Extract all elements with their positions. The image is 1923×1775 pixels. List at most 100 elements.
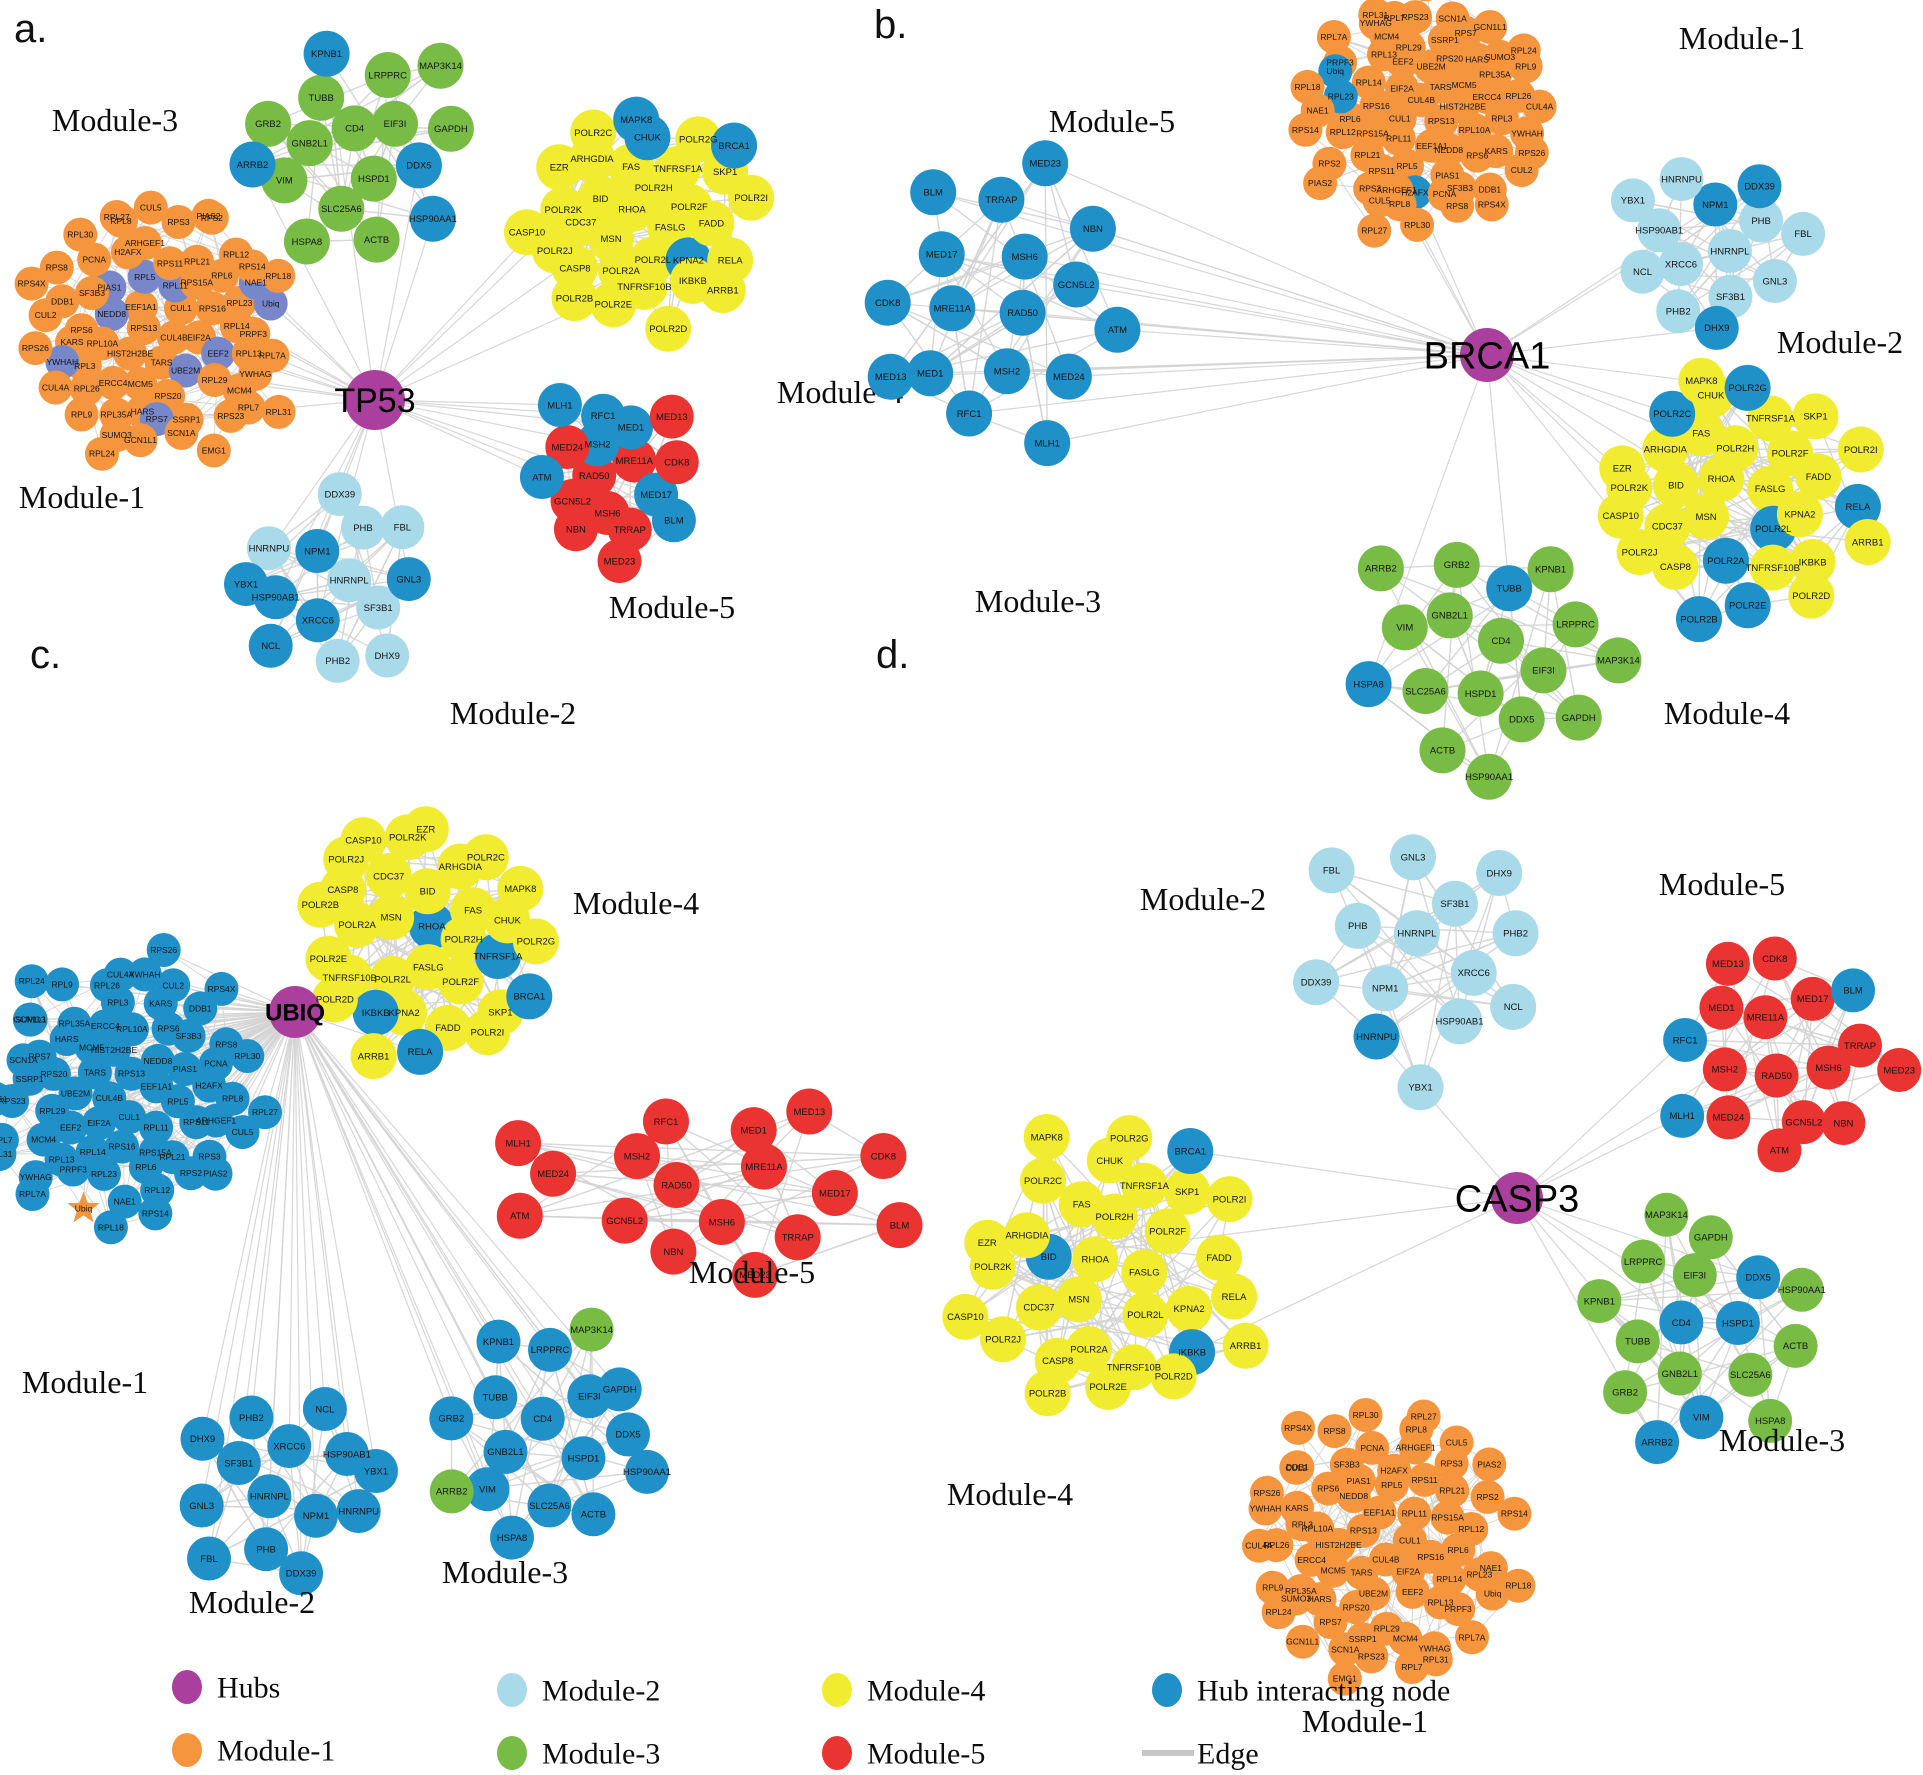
node-RPL10A [1457, 113, 1492, 148]
edge [1677, 233, 1804, 312]
edge [294, 1011, 377, 1472]
node-ARRB2 [229, 141, 276, 188]
node-YBX1 [1610, 178, 1655, 223]
module-label-b-Module-5: Module-5 [1049, 103, 1175, 139]
node-CDC37 [1016, 1284, 1062, 1331]
node-MED17 [811, 1170, 858, 1216]
legend-swatch-Module-3 [497, 1736, 527, 1770]
edge [754, 1111, 810, 1276]
edge [294, 1011, 629, 1435]
node-POLR2C [1020, 1157, 1066, 1204]
node-EEF2 [1395, 1574, 1430, 1609]
node-ATM [519, 455, 564, 499]
edge [1368, 683, 1490, 778]
node-HNRNPU [336, 1489, 381, 1534]
node-HNRNPU [1659, 157, 1704, 202]
node-HNRNPL [247, 1474, 292, 1519]
legend-label: Module-3 [542, 1738, 660, 1771]
node-IKBKB [352, 989, 399, 1036]
module-label-d-Module-3: Module-3 [1719, 1422, 1845, 1458]
node-RPS8 [39, 250, 74, 285]
node-GCN5L2 [1053, 261, 1100, 308]
legend: Hubs Module-2 Module-4 Hub interacting node… [172, 1670, 1450, 1771]
node-Ubiq [253, 286, 288, 321]
node-MED17 [1790, 976, 1835, 1021]
node-UBE2M [168, 353, 203, 388]
node-RPS2 [1470, 1479, 1505, 1514]
node-EMG1 [1419, 0, 1433, 2]
node-RPL18 [1501, 1568, 1536, 1603]
edge [1684, 1039, 1829, 1069]
node-DHX9 [1476, 850, 1523, 896]
node-EEF2 [201, 336, 236, 371]
edge [1133, 1198, 1231, 1368]
node-MED17 [918, 231, 965, 278]
node-SF3B3 [1329, 1447, 1364, 1482]
node-MAP3K14 [569, 1307, 614, 1352]
node-ACTB [1773, 1323, 1818, 1368]
node-RFC1 [1663, 1018, 1708, 1062]
node-RPL31 [261, 394, 296, 429]
node-LRPPRC [1621, 1239, 1666, 1284]
edge [1665, 1214, 1751, 1376]
node-NBN [553, 507, 598, 552]
node-MAPK8 [1678, 357, 1725, 404]
node-RPS2 [174, 1156, 208, 1191]
node-LRPPRC [1552, 601, 1599, 648]
node-CUL5 [133, 190, 168, 225]
legend-label: Edge [1197, 1738, 1259, 1771]
node-RPL35A [57, 1006, 92, 1041]
node-RPL7A [255, 338, 290, 373]
node-EIF3I [1672, 1253, 1717, 1298]
node-HSP90AA1 [1466, 753, 1512, 800]
node-RPL14 [1351, 65, 1386, 100]
node-MSN [1055, 1276, 1102, 1323]
node-PIAS1 [167, 1052, 202, 1086]
node-HSPD1 [1457, 670, 1504, 717]
node-GCN1L1 [1473, 10, 1508, 44]
edge [294, 1011, 348, 1455]
edge [374, 165, 420, 401]
node-Ubiq [1475, 1576, 1510, 1611]
node-RFC1 [946, 390, 993, 437]
node-RPS26 [1514, 135, 1549, 170]
node-PCNA [77, 242, 112, 277]
node-RPL18 [261, 258, 296, 293]
edge [887, 302, 1488, 356]
node-RPL7 [231, 390, 266, 425]
node-HNRNPL [327, 558, 372, 603]
node-BID [404, 868, 451, 915]
node-KPNB1 [303, 30, 350, 77]
node-MRE11A [1743, 995, 1788, 1040]
legend-swatch-Module-4 [822, 1673, 852, 1707]
edge [1727, 958, 1776, 1118]
edge [374, 218, 434, 401]
edge [487, 1433, 629, 1490]
node-RPL26 [69, 371, 104, 406]
node-RPL5 [127, 259, 162, 294]
node-RPS14 [138, 1196, 173, 1231]
edge [250, 1416, 360, 1512]
node-RPL9 [45, 967, 80, 1002]
node-RPL10A [114, 1012, 149, 1047]
edge [265, 1011, 296, 1550]
node-RPL21 [180, 244, 215, 279]
node-PIAS2 [198, 1156, 233, 1191]
edge [294, 1011, 585, 1459]
node-ACTB [571, 1492, 616, 1537]
node-GNL3 [386, 557, 431, 602]
edge [1681, 958, 1776, 1117]
node-ACTB [353, 216, 400, 263]
node-RPS20 [1339, 1590, 1374, 1625]
node-RPS8 [1440, 188, 1475, 223]
edge [270, 493, 341, 647]
node-POLR2G [1724, 364, 1771, 411]
node-EZR [964, 1219, 1011, 1266]
node-MSH6 [1001, 233, 1048, 280]
node-GNB2L1 [286, 120, 333, 167]
node-RPL7A [1316, 20, 1351, 54]
node-NCL [248, 623, 293, 668]
node-HNRNPU [1353, 1013, 1400, 1060]
node-RFC1 [643, 1098, 689, 1145]
node-BLM [651, 498, 696, 543]
